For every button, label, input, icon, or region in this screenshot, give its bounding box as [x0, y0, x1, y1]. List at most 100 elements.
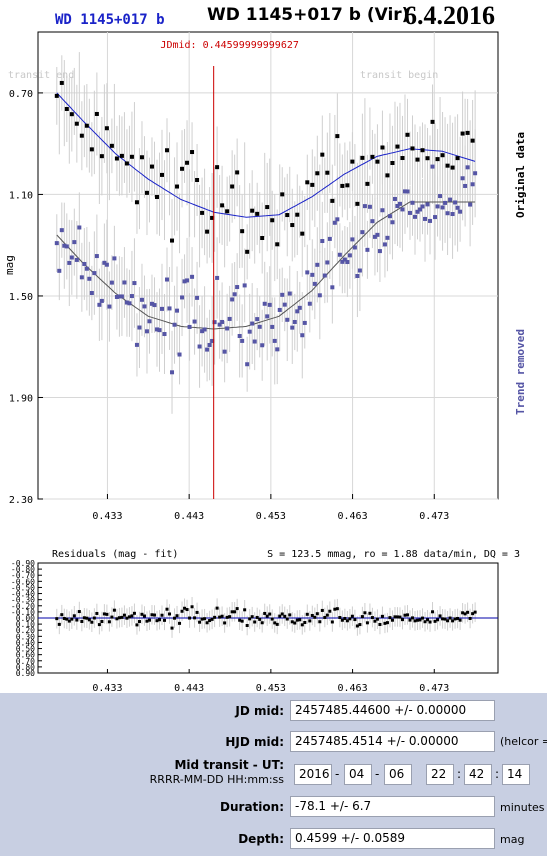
trend-removed-point: [340, 259, 345, 264]
original-data-point: [445, 163, 450, 168]
residual-point: [295, 618, 299, 622]
trend-removed-point: [124, 300, 129, 305]
original-data-point: [270, 218, 275, 223]
depth-field[interactable]: 0.4599 +/- 0.0589: [290, 828, 495, 849]
results-panel: JD mid: 2457485.44600 +/- 0.00000 HJD mi…: [0, 693, 547, 856]
residual-point: [300, 623, 304, 627]
residual-y-tick-label: 0.40: [16, 638, 35, 647]
residual-point: [275, 622, 279, 626]
original-data-point: [275, 242, 280, 247]
trend-removed-point: [367, 204, 372, 209]
trend-removed-label: Trend removed: [514, 329, 527, 415]
residual-x-tick-label: 0.443: [174, 683, 204, 693]
y-tick-label: 1.90: [9, 393, 33, 404]
residuals-chart: Residuals (mag - fit) S = 123.5 mmag, ro…: [11, 549, 520, 693]
residual-point: [278, 614, 282, 618]
ut-day-field[interactable]: 06: [384, 764, 412, 785]
residual-point: [95, 611, 99, 615]
original-data-point: [89, 147, 94, 152]
residual-point: [90, 620, 94, 624]
residual-point: [198, 620, 202, 624]
residual-y-tick-label: 0.50: [16, 645, 35, 654]
light-curve-chart: JDmid: 0.44599999999627 transit end tran…: [3, 31, 527, 522]
original-data-point: [315, 171, 320, 176]
trend-removed-point: [222, 349, 227, 354]
residual-point: [431, 610, 435, 614]
trend-removed-point: [355, 274, 360, 279]
original-data-point: [54, 93, 59, 98]
residual-y-tick-label: -0.80: [11, 565, 35, 574]
depth-label: Depth:: [238, 832, 284, 846]
trend-removed-point: [372, 234, 377, 239]
date-separator: -: [335, 767, 340, 781]
residual-point: [140, 612, 144, 616]
ut-month-field[interactable]: 04: [344, 764, 372, 785]
trend-removed-point: [162, 332, 167, 337]
trend-removed-point: [99, 298, 104, 303]
residual-point: [160, 613, 164, 617]
residual-point: [400, 618, 404, 622]
ut-min-field[interactable]: 42: [464, 764, 492, 785]
original-data-point: [250, 208, 255, 213]
original-data-point: [305, 180, 310, 185]
trend-removed-point: [67, 260, 72, 265]
original-data-point: [450, 165, 455, 170]
original-data-point: [109, 143, 114, 148]
residual-x-tick-label: 0.463: [338, 683, 368, 693]
trend-removed-point: [252, 339, 257, 344]
residual-point: [57, 622, 61, 626]
trend-removed-point: [347, 253, 352, 258]
ut-sec-field[interactable]: 14: [502, 764, 530, 785]
trend-removed-point: [352, 245, 357, 250]
original-data-point: [210, 215, 215, 220]
trend-removed-point: [260, 343, 265, 348]
residual-point: [150, 613, 154, 617]
trend-removed-point: [242, 283, 247, 288]
residual-point: [416, 618, 420, 622]
residual-point: [328, 609, 332, 613]
original-data-point: [260, 236, 265, 241]
original-data-point: [400, 156, 405, 161]
original-data-point: [104, 126, 109, 131]
original-data-point: [320, 152, 325, 157]
ut-hour-field[interactable]: 22: [426, 764, 454, 785]
residual-point: [350, 614, 354, 618]
residual-point: [308, 619, 312, 623]
original-data-point: [370, 154, 375, 159]
duration-field[interactable]: -78.1 +/- 6.7: [290, 796, 495, 817]
helcor-label: (helcor =: [500, 735, 547, 748]
hjd-mid-field[interactable]: 2457485.4514 +/- 0.00000: [290, 731, 495, 752]
residual-point: [77, 610, 81, 614]
original-data-point: [355, 201, 360, 206]
trend-removed-point: [102, 260, 107, 265]
residual-point: [323, 615, 327, 619]
residual-point: [426, 618, 430, 622]
trend-removed-point: [300, 333, 305, 338]
jd-mid-field[interactable]: 2457485.44600 +/- 0.00000: [290, 700, 495, 721]
residual-point: [117, 616, 121, 620]
original-data-point: [139, 155, 144, 160]
trend-removed-point: [468, 202, 473, 207]
original-data-point: [385, 173, 390, 178]
residual-point: [395, 615, 399, 619]
trend-removed-point: [385, 235, 390, 240]
residual-point: [433, 619, 437, 623]
trend-removed-point: [82, 261, 87, 266]
residual-point: [273, 621, 277, 625]
y-tick-label: 1.10: [9, 190, 33, 201]
trend-removed-point: [165, 277, 170, 282]
residual-point: [218, 615, 222, 619]
jd-mid-label: JD mid:: [235, 704, 284, 718]
original-data-point: [470, 138, 475, 143]
trend-removed-point: [295, 309, 300, 314]
trend-removed-point: [149, 301, 154, 306]
time-separator: :: [495, 767, 500, 781]
residual-point: [458, 618, 462, 622]
trend-removed-point: [84, 266, 89, 271]
trend-removed-point: [132, 281, 137, 286]
ut-year-field[interactable]: 2016: [294, 764, 332, 785]
trend-removed-point: [187, 324, 192, 329]
residual-point: [72, 614, 76, 618]
residual-point: [170, 626, 174, 630]
trend-removed-point: [160, 306, 165, 311]
